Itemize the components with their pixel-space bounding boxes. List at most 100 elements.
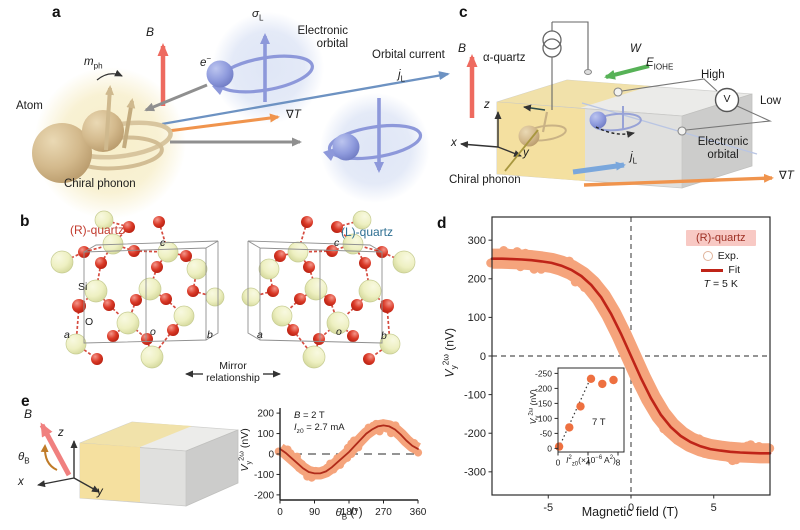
svg-text:100: 100 bbox=[257, 429, 274, 440]
legend-fit-label: Fit bbox=[728, 264, 741, 276]
atom-label: Atom bbox=[16, 100, 43, 112]
cell-a-label-r: a bbox=[64, 329, 70, 341]
alpha-quartz-label: α-quartz bbox=[483, 52, 526, 64]
axis-y-label-c: y bbox=[523, 147, 529, 159]
chiral-phonon-label-c: Chiral phonon bbox=[449, 174, 521, 186]
electron-glow-2 bbox=[320, 93, 430, 203]
inset-xaxis-title: I2z0(×10−6 A2) bbox=[566, 455, 616, 468]
legend-temperature-note: T = 5 K bbox=[703, 278, 738, 290]
electron-orbital-icon bbox=[206, 33, 314, 102]
svg-text:-150: -150 bbox=[535, 398, 552, 408]
axes-e bbox=[37, 440, 100, 493]
electronic-orbital-label-c: Electronic orbital bbox=[697, 136, 749, 161]
si-atoms bbox=[50, 210, 225, 369]
angle-dependence-chart: 0 90 180 270 360 -200 -100 0 100 200 bbox=[254, 408, 427, 518]
panel-a-illustration bbox=[32, 12, 450, 219]
svg-text:100: 100 bbox=[468, 312, 486, 324]
svg-text:-200: -200 bbox=[254, 490, 274, 501]
svg-text:0: 0 bbox=[556, 458, 561, 468]
svg-text:0: 0 bbox=[480, 351, 486, 363]
svg-text:0: 0 bbox=[277, 507, 283, 518]
mirror-relationship-label: Mirror relationship bbox=[206, 360, 260, 384]
voltmeter-label: V bbox=[723, 93, 731, 105]
grad-t-label-c: ∇T bbox=[779, 170, 794, 182]
svg-text:5: 5 bbox=[711, 502, 717, 514]
current-dependence-inset: 0 4 8 0 -50 -100 -150 -200 -250 bbox=[535, 367, 625, 468]
chiral-phonon-pointer bbox=[504, 129, 539, 172]
axis-y-label-e: y bbox=[97, 486, 103, 498]
svg-text:-100: -100 bbox=[464, 389, 486, 401]
quartz-slab bbox=[496, 79, 753, 189]
svg-text:8: 8 bbox=[616, 458, 621, 468]
svg-text:-100: -100 bbox=[254, 470, 274, 481]
svg-text:4: 4 bbox=[586, 458, 591, 468]
inset-field-annotation: 7 T bbox=[592, 417, 606, 428]
orbital-current-arrow bbox=[161, 71, 450, 126]
fit-line-icon bbox=[701, 268, 724, 272]
axis-z-label-e: z bbox=[58, 427, 64, 439]
svg-text:90: 90 bbox=[309, 507, 321, 518]
current-source-icon bbox=[542, 21, 592, 110]
electronic-orbital-label-a: Electronic orbital bbox=[297, 25, 349, 50]
chiral-phonon-icon bbox=[32, 69, 173, 183]
jl-label-a: jL bbox=[398, 69, 406, 84]
unit-cell-wireframe bbox=[83, 240, 219, 344]
l-quartz-label: (L)-quartz bbox=[341, 225, 394, 239]
panel-e-illustration bbox=[37, 421, 239, 507]
cell-b-label-r: b bbox=[207, 329, 213, 341]
high-label: High bbox=[701, 69, 725, 81]
cell-c-label-l: c bbox=[334, 237, 340, 249]
svg-text:-100: -100 bbox=[535, 413, 552, 423]
mph-label: mph bbox=[84, 56, 103, 71]
grad-t-label-a: ∇T bbox=[286, 109, 301, 121]
panel-label-e: e bbox=[21, 393, 30, 410]
panel-label-b: b bbox=[20, 213, 30, 230]
o-label: O bbox=[85, 316, 94, 328]
d-yaxis-title: Vy2ω (nV) bbox=[440, 328, 459, 378]
voltmeter-circuit bbox=[613, 78, 773, 136]
d-xaxis-title: Magnetic field (T) bbox=[581, 505, 679, 519]
svg-text:0: 0 bbox=[547, 443, 552, 453]
orbital-current-label: Orbital current bbox=[372, 49, 445, 61]
electron-orbital-icon-2 bbox=[323, 98, 423, 173]
svg-text:-200: -200 bbox=[535, 383, 552, 393]
panel-label-c: c bbox=[459, 4, 468, 21]
svg-text:0: 0 bbox=[628, 502, 634, 514]
e-yaxis-title: Vy2ω (nV) bbox=[236, 428, 254, 472]
svg-text:-50: -50 bbox=[540, 428, 553, 438]
b-field-label-c: B bbox=[458, 41, 467, 55]
panel-label-d: d bbox=[437, 215, 447, 232]
orbital-axis-line bbox=[581, 102, 758, 155]
svg-text:-5: -5 bbox=[543, 502, 553, 514]
cell-c-label-r: c bbox=[160, 237, 166, 249]
svg-text:200: 200 bbox=[468, 274, 486, 286]
svg-text:200: 200 bbox=[257, 409, 274, 420]
e-iohe-label: EIOHE bbox=[646, 57, 674, 72]
panel-b-illustration bbox=[50, 210, 416, 378]
svg-text:300: 300 bbox=[468, 235, 486, 247]
svg-text:-250: -250 bbox=[535, 368, 552, 378]
sample-slab-e bbox=[79, 421, 239, 507]
e-current-annotation: Iz0 = 2.7 mA bbox=[294, 422, 345, 435]
chiral-phonon-label-a: Chiral phonon bbox=[64, 178, 136, 190]
grad-t-arrow-c bbox=[583, 173, 774, 187]
svg-text:180: 180 bbox=[341, 507, 358, 518]
r-quartz-label: (R)-quartz bbox=[70, 223, 125, 237]
cell-o-label-r: o bbox=[150, 326, 156, 338]
electron-label: e− bbox=[200, 54, 212, 69]
legend-sample-badge: (R)-quartz bbox=[686, 230, 756, 246]
o-atoms bbox=[72, 216, 199, 365]
svg-text:-300: -300 bbox=[464, 467, 486, 479]
panel-label-a: a bbox=[52, 4, 61, 21]
jl-label-c: jL bbox=[630, 151, 638, 166]
cell-o-label-l: o bbox=[336, 326, 342, 338]
exp-marker-icon bbox=[702, 251, 713, 261]
grad-t-arrow bbox=[167, 113, 280, 133]
si-label: Si bbox=[78, 281, 88, 293]
w-label: W bbox=[630, 43, 641, 55]
legend-exp-label: Exp. bbox=[717, 250, 739, 262]
inner-chiral-phonon-icon bbox=[518, 104, 567, 147]
b-field-label-e: B bbox=[24, 407, 33, 421]
